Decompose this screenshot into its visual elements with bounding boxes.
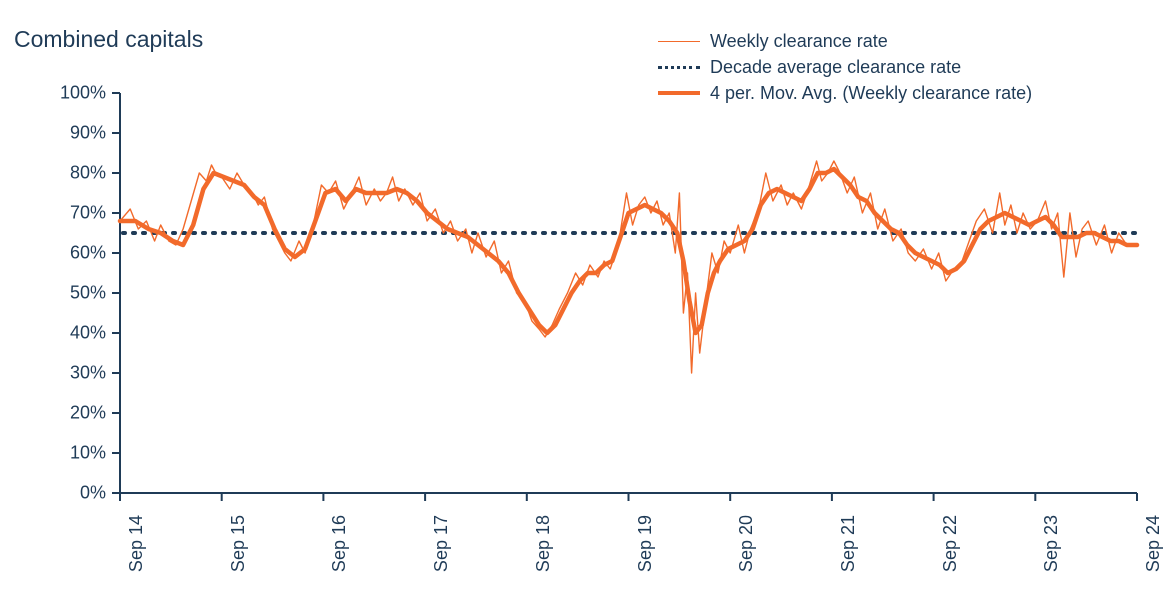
x-axis-label: Sep 19 [635, 515, 656, 615]
y-axis-label: 40% [46, 323, 106, 344]
y-axis-label: 80% [46, 163, 106, 184]
x-axis-label: Sep 21 [838, 515, 859, 615]
x-axis-label: Sep 14 [126, 515, 147, 615]
x-axis-label: Sep 23 [1041, 515, 1062, 615]
x-axis-label: Sep 22 [940, 515, 961, 615]
y-axis-label: 50% [46, 283, 106, 304]
y-axis-label: 100% [46, 83, 106, 104]
y-axis-label: 90% [46, 123, 106, 144]
x-axis-label: Sep 16 [329, 515, 350, 615]
y-axis-label: 30% [46, 363, 106, 384]
x-axis-label: Sep 20 [736, 515, 757, 615]
chart-svg [0, 0, 1166, 606]
y-axis-label: 70% [46, 203, 106, 224]
x-axis-label: Sep 18 [533, 515, 554, 615]
y-axis-label: 0% [46, 483, 106, 504]
y-axis-label: 10% [46, 443, 106, 464]
y-axis-label: 20% [46, 403, 106, 424]
chart-container: { "title": "Combined capitals", "title_p… [0, 0, 1166, 606]
x-axis-label: Sep 17 [431, 515, 452, 615]
x-axis-label: Sep 24 [1143, 515, 1164, 615]
x-axis-label: Sep 15 [228, 515, 249, 615]
y-axis-label: 60% [46, 243, 106, 264]
